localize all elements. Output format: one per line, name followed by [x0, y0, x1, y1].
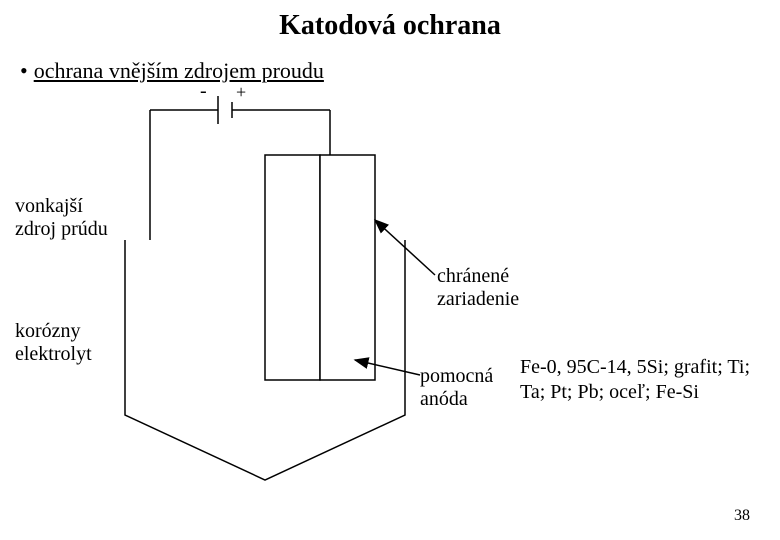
label-anode: pomocná anóda: [420, 365, 493, 411]
subtitle-text: ochrana vnějším zdrojem proudu: [34, 58, 324, 83]
bullet: •: [20, 58, 28, 83]
page-number: 38: [734, 507, 750, 525]
protected-device-electrode: [265, 155, 320, 380]
minus-sign: -: [200, 80, 207, 103]
label-source: vonkajší zdroj prúdu: [15, 195, 108, 241]
materials-line-1: Fe-0, 95C-14, 5Si; grafit; Ti;: [520, 355, 770, 380]
label-electrolyte: korózny elektrolyt: [15, 320, 92, 366]
label-device: chránené zariadenie: [437, 265, 519, 311]
anode-materials: Fe-0, 95C-14, 5Si; grafit; Ti; Ta; Pt; P…: [520, 355, 770, 405]
materials-line-2: Ta; Pt; Pb; oceľ; Fe-Si: [520, 380, 770, 405]
auxiliary-anode-electrode: [320, 155, 375, 380]
page-title: Katodová ochrana: [0, 10, 780, 42]
plus-sign: +: [236, 82, 246, 103]
subtitle: •ochrana vnějším zdrojem proudu: [20, 58, 324, 84]
